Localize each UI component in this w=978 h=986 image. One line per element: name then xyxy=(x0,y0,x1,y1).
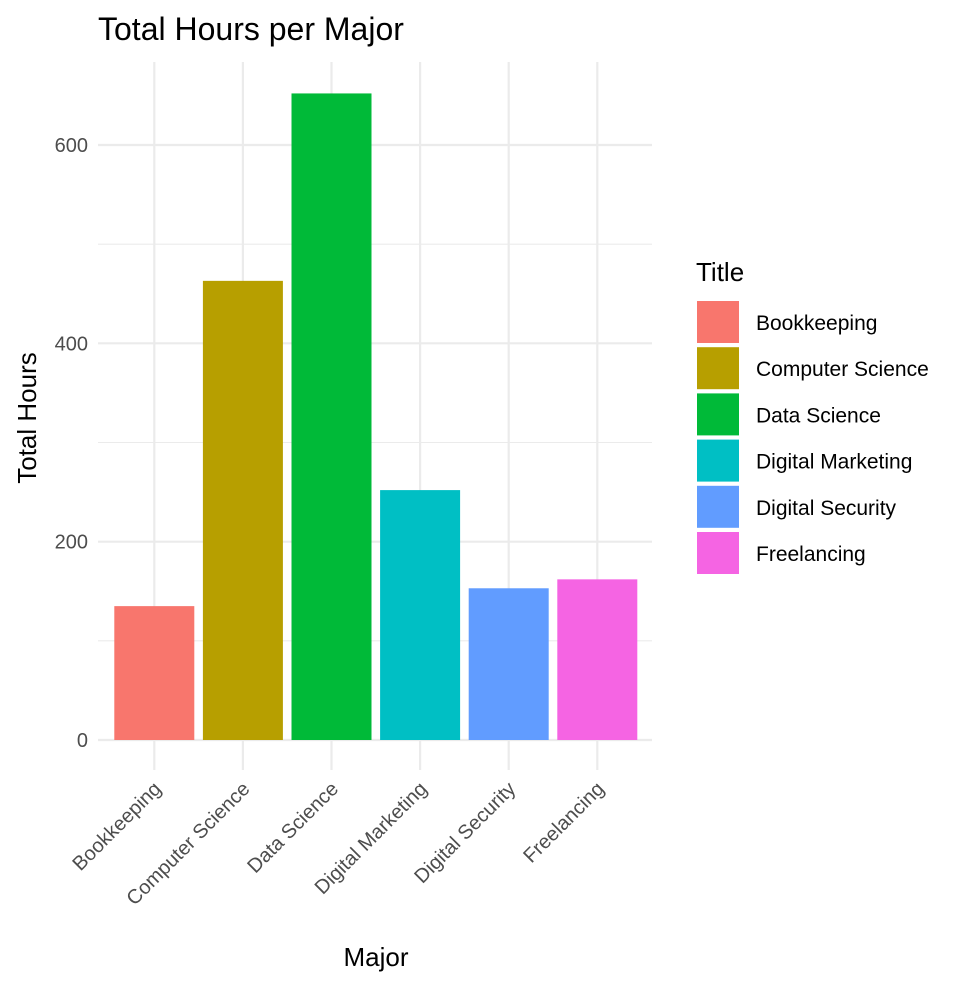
legend-label: Computer Science xyxy=(756,358,929,381)
y-tick-label: 400 xyxy=(55,333,88,355)
legend-label: Digital Security xyxy=(756,497,897,520)
legend-key-1 xyxy=(697,347,739,390)
bars xyxy=(114,93,638,740)
legend-key-3 xyxy=(697,439,739,482)
x-tick-label: Bookkeeping xyxy=(68,778,165,875)
bar-4 xyxy=(468,588,549,740)
bar-3 xyxy=(380,490,461,740)
x-tick-label: Data Science xyxy=(243,778,343,878)
legend-key-4 xyxy=(697,485,739,528)
bar-2 xyxy=(291,93,372,740)
legend-label: Digital Marketing xyxy=(756,451,912,474)
legend-label: Data Science xyxy=(756,404,881,427)
legend-label: Bookkeeping xyxy=(756,312,877,335)
legend-title: Title xyxy=(696,257,744,287)
y-tick-label: 600 xyxy=(55,135,88,157)
chart-title: Total Hours per Major xyxy=(98,11,404,47)
legend-key-2 xyxy=(697,393,739,436)
legend-label: Freelancing xyxy=(756,543,866,566)
legend-key-5 xyxy=(697,532,739,574)
x-axis-title: Major xyxy=(343,942,408,972)
legend-key-0 xyxy=(697,301,739,343)
bar-5 xyxy=(557,579,638,740)
y-tick-label: 200 xyxy=(55,532,88,554)
x-tick-label: Freelancing xyxy=(519,778,608,867)
bar-0 xyxy=(114,606,195,740)
y-axis-ticks: 0 200 400 600 xyxy=(55,135,88,752)
y-tick-label: 0 xyxy=(77,730,88,752)
legend: Title Bookkeeping Computer Science Data Sc… xyxy=(696,257,929,574)
y-axis-title: Total Hours xyxy=(12,352,42,484)
bar-1 xyxy=(202,280,283,740)
